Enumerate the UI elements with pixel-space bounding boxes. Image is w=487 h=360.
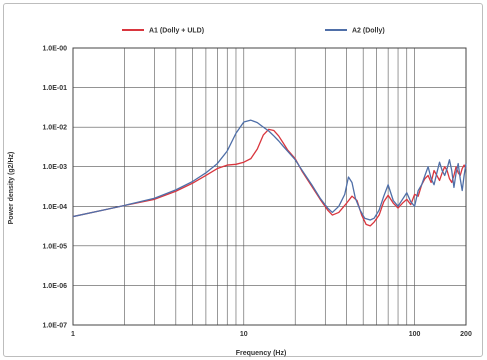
series-line-1: [72, 128, 467, 227]
y-tick-label: 1.0E-05: [42, 243, 67, 250]
y-tick-label: 1.0E-02: [42, 125, 67, 132]
y-tick-label: 1.0E-07: [42, 323, 67, 330]
y-tick-label: 1.0E-06: [42, 283, 67, 290]
legend: A1 (Dolly + ULD) A2 (Dolly): [122, 28, 385, 35]
y-tick-label: 1.0E-00: [42, 46, 67, 53]
x-axis-title: Frequency (Hz): [236, 350, 287, 357]
x-tick-label: 100: [409, 331, 421, 338]
y-tick-label: 1.0E-01: [42, 85, 67, 92]
x-tick-labels: 1 10 100 200: [71, 331, 472, 338]
x-tick-label: 10: [240, 331, 248, 338]
y-tick-label: 1.0E-03: [42, 164, 67, 171]
x-tick-label: 1: [71, 331, 75, 338]
legend-label: A1 (Dolly + ULD): [149, 28, 204, 35]
grid-layer: [72, 47, 467, 326]
x-tick-label: 200: [460, 331, 472, 338]
y-tick-labels: 1.0E-00 1.0E-01 1.0E-02 1.0E-03 1.0E-04 1.0E-…: [42, 46, 67, 330]
legend-label: A2 (Dolly): [352, 28, 385, 35]
y-tick-label: 1.0E-04: [42, 204, 67, 211]
series-layer: [72, 119, 467, 227]
y-axis-title: Power density (g2/Hz): [8, 152, 15, 225]
chart-frame: [3, 3, 483, 357]
series-line-2: [72, 119, 467, 221]
plot-area-border: [72, 47, 467, 326]
